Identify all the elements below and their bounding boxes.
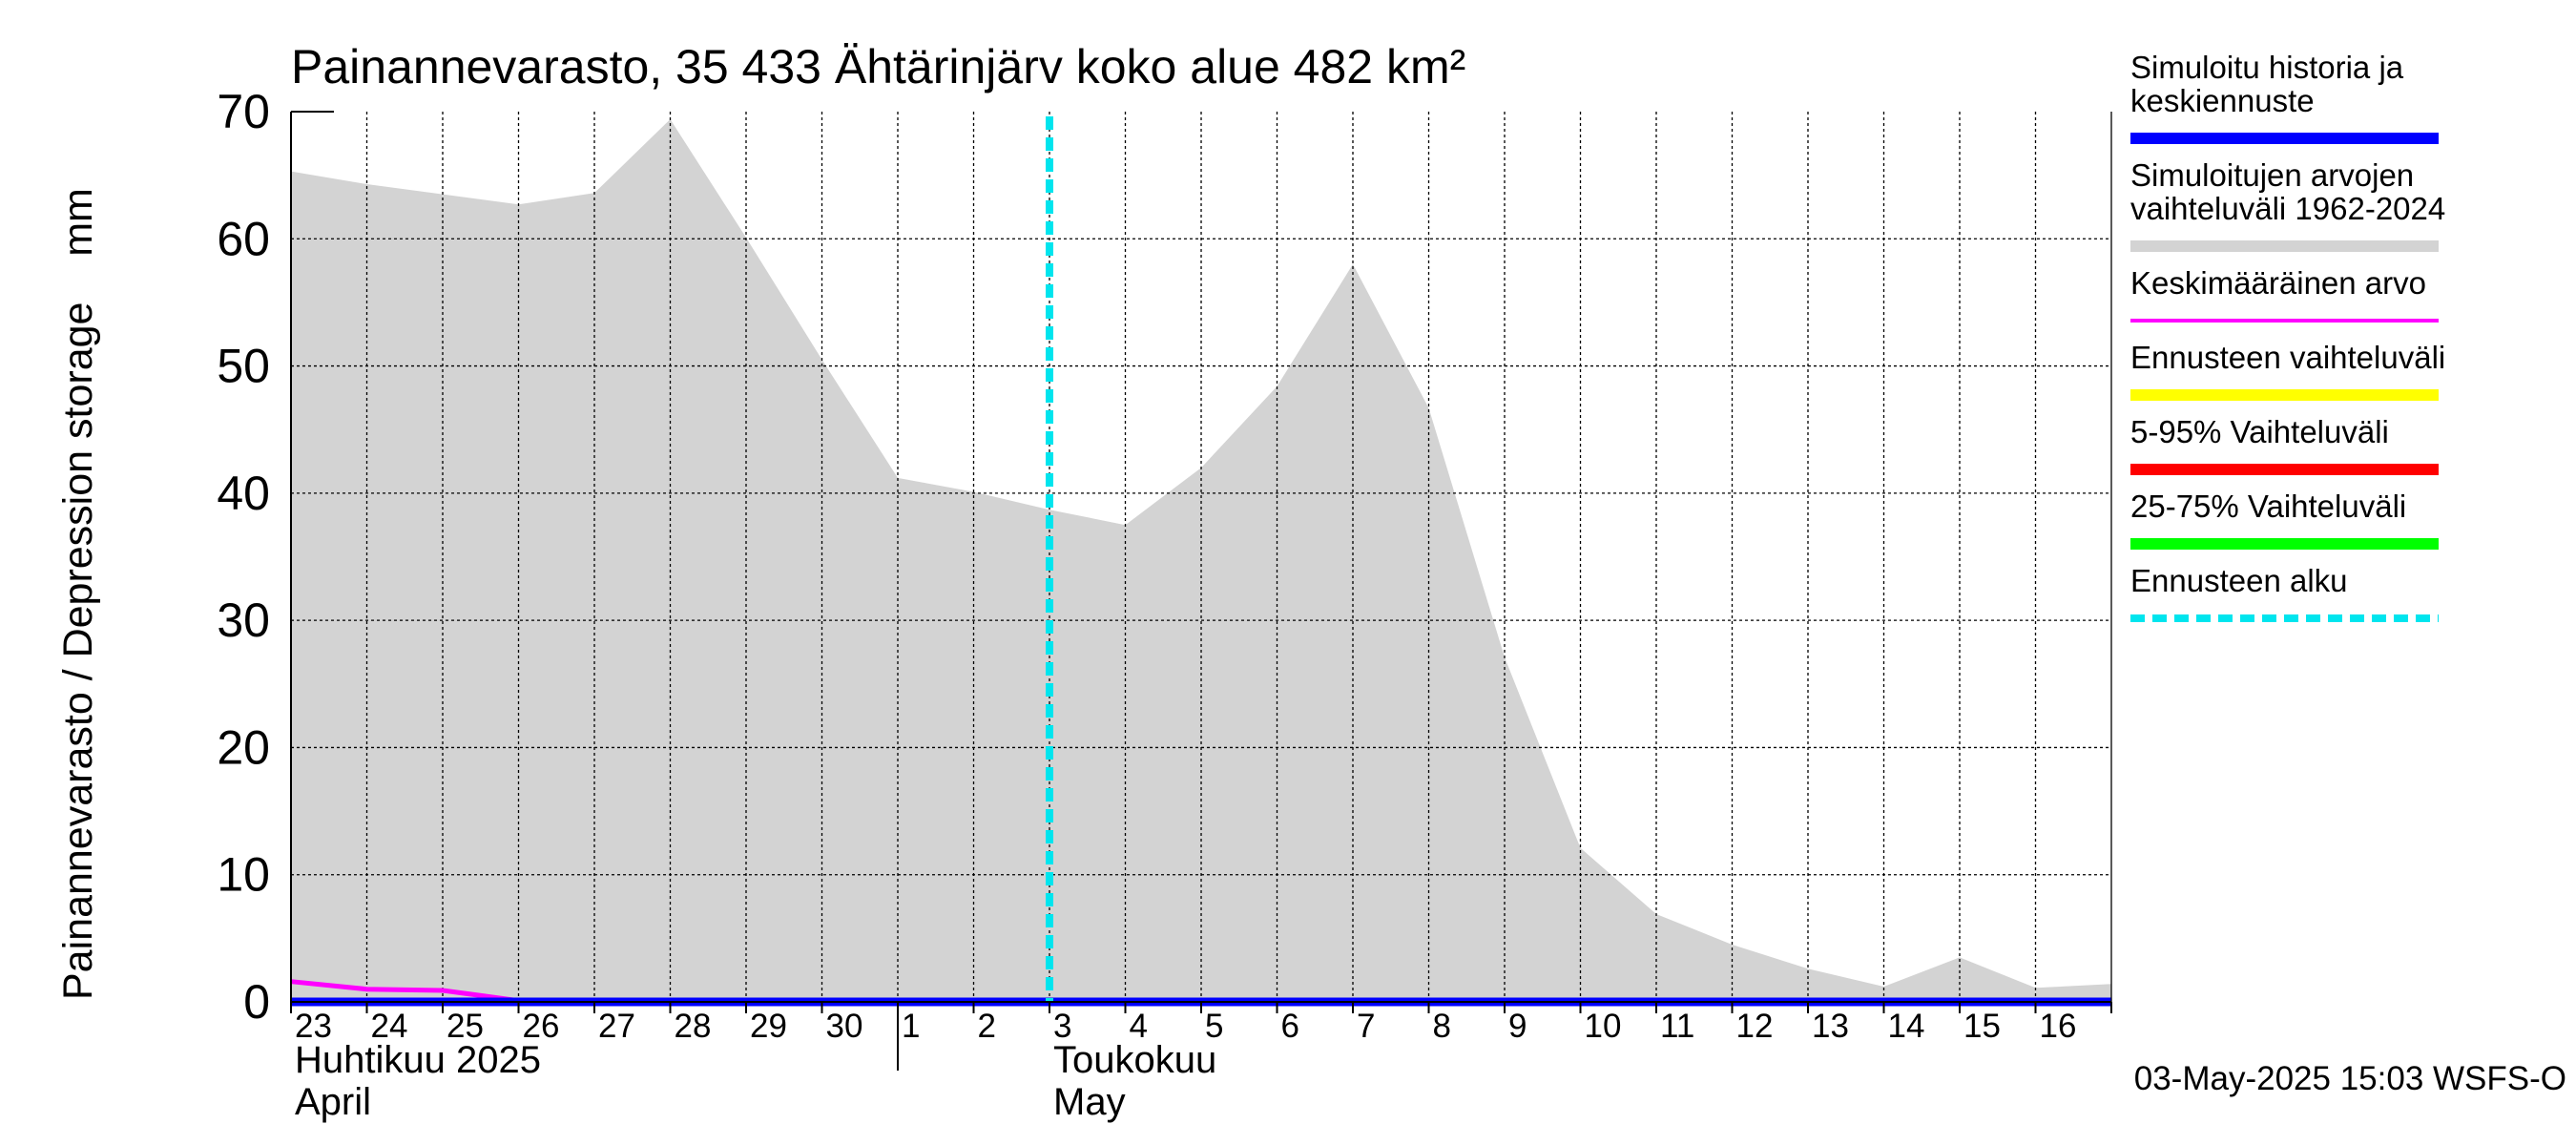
y-tick-label: 10 [217, 848, 270, 902]
x-tick-label: 12 [1736, 1008, 1774, 1045]
y-tick-label: 20 [217, 720, 270, 774]
x-tick-label: 1 [902, 1008, 920, 1045]
legend-label: Keskimääräinen arvo [2130, 265, 2426, 301]
y-tick-label: 50 [217, 340, 270, 393]
y-tick-label: 40 [217, 467, 270, 520]
x-tick-label: 30 [826, 1008, 863, 1045]
x-month-label-english: May [1053, 1081, 1126, 1123]
legend-label: Ennusteen vaihteluväli [2130, 340, 2445, 375]
x-tick-label: 16 [2040, 1008, 2077, 1045]
x-tick-label: 28 [675, 1008, 712, 1045]
x-month-label-english: April [295, 1081, 371, 1123]
y-tick-label: 60 [217, 212, 270, 265]
grid-layer [291, 112, 2111, 1002]
x-tick-label: 2 [978, 1008, 996, 1045]
x-tick-label: 7 [1357, 1008, 1375, 1045]
x-tick-label: 4 [1130, 1008, 1148, 1045]
x-tick-label: 27 [598, 1008, 635, 1045]
legend-label: 25-75% Vaihteluväli [2130, 489, 2406, 524]
x-tick-label: 6 [1281, 1008, 1299, 1045]
legend-label: keskiennuste [2130, 83, 2315, 118]
x-tick-label: 3 [1053, 1008, 1071, 1045]
x-tick-label: 5 [1205, 1008, 1223, 1045]
legend-label: Simuloitujen arvojen [2130, 157, 2414, 193]
x-tick-label: 15 [1963, 1008, 2001, 1045]
y-tick-label: 70 [217, 85, 270, 138]
x-tick-label: 14 [1888, 1008, 1925, 1045]
legend-label: Simuloitu historia ja [2130, 50, 2404, 85]
x-tick-label: 8 [1433, 1008, 1451, 1045]
y-axis-label: Painannevarasto / Depression storage mm [55, 188, 101, 1000]
x-tick-label: 10 [1585, 1008, 1622, 1045]
timestamp-footer: 03-May-2025 15:03 WSFS-O [2134, 1060, 2566, 1097]
x-tick-label: 29 [750, 1008, 787, 1045]
legend-label: vaihteluväli 1962-2024 [2130, 191, 2445, 226]
chart-title: Painannevarasto, 35 433 Ähtärinjärv koko… [291, 40, 1465, 94]
x-month-label: Toukokuu [1053, 1039, 1216, 1081]
x-tick-label: 23 [295, 1008, 332, 1045]
x-tick-label: 26 [523, 1008, 560, 1045]
x-tick-label: 9 [1508, 1008, 1527, 1045]
y-tick-label: 30 [217, 593, 270, 647]
x-month-label: Huhtikuu 2025 [295, 1039, 541, 1081]
y-tick-label: 0 [243, 975, 270, 1029]
x-tick-label: 11 [1660, 1008, 1694, 1045]
legend-label: Ennusteen alku [2130, 563, 2348, 598]
x-tick-label: 24 [371, 1008, 408, 1045]
x-tick-label: 25 [447, 1008, 484, 1045]
x-tick-label: 13 [1812, 1008, 1849, 1045]
legend-label: 5-95% Vaihteluväli [2130, 414, 2389, 449]
